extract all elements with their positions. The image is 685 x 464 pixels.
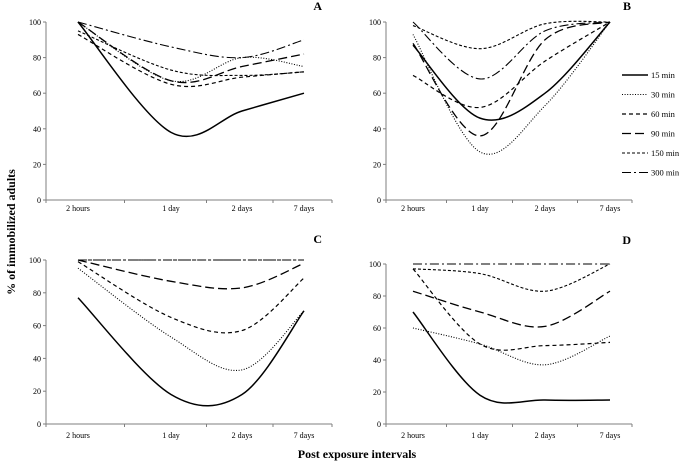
y-tick-label: 20	[33, 160, 41, 169]
y-tick-label: 100	[29, 256, 41, 265]
y-tick-label: 80	[373, 54, 381, 63]
panel-d: 0 20 40 60 80 100 2 hours 1 day 2 days 7 days D	[369, 233, 633, 440]
series-line-30-min	[412, 21, 611, 155]
series-line-30-min	[77, 21, 305, 83]
y-tick-label: 20	[373, 388, 381, 397]
x-tick-label: 1 day	[162, 431, 180, 440]
y-tick-label: 60	[373, 89, 381, 98]
legend-label: 30 min	[651, 90, 676, 100]
x-tick-label: 7 days	[600, 204, 621, 213]
y-tick-label: 40	[373, 125, 381, 134]
x-tick-label: 7 days	[294, 204, 315, 213]
series-line-150-min	[412, 263, 611, 292]
x-tick-label: 1 day	[471, 431, 489, 440]
series-line-300-min	[77, 21, 305, 59]
legend-label: 60 min	[651, 109, 676, 119]
x-tick-label: 2 hours	[66, 431, 90, 440]
y-tick-label: 60	[33, 322, 41, 331]
x-tick-label: 1 day	[471, 204, 489, 213]
y-tick-label: 40	[373, 356, 381, 365]
series-line-15-min	[77, 297, 305, 407]
y-tick-label: 0	[37, 196, 41, 205]
y-tick-label: 100	[29, 18, 41, 27]
x-tick-label: 2 hours	[401, 204, 425, 213]
legend-label: 300 min	[651, 168, 680, 178]
panel-label: D	[622, 233, 631, 247]
y-tick-label: 40	[33, 125, 41, 134]
series-line-60-min	[412, 268, 611, 351]
series-line-60-min	[77, 261, 305, 334]
series-line-300-min	[412, 21, 611, 80]
y-axis-title: % of immobilized adults	[4, 169, 18, 295]
series-line-90-min	[412, 290, 611, 328]
y-tick-label: 80	[33, 54, 41, 63]
series-line-15-min	[77, 21, 305, 138]
x-tick-label: 2 hours	[66, 204, 90, 213]
y-tick-label: 80	[33, 289, 41, 298]
y-tick-label: 0	[377, 420, 381, 429]
legend-label: 150 min	[651, 148, 680, 158]
series-line-90-min	[412, 21, 611, 137]
x-tick-label: 2 hours	[401, 431, 425, 440]
x-tick-label: 7 days	[600, 431, 621, 440]
panel-label: B	[623, 0, 631, 13]
series-line-150-min	[412, 20, 611, 50]
series-line-60-min	[412, 21, 611, 109]
x-tick-label: 2 days	[232, 431, 253, 440]
y-tick-label: 60	[373, 324, 381, 333]
y-tick-label: 20	[373, 160, 381, 169]
panel-b: 0 20 40 60 80 100 2 hours 1 day 2 days 7 days B	[369, 0, 633, 213]
chart-panels: 0 20 40 60 80 100 2 hours 1 day 2 days 7 days A 0 20…	[29, 0, 633, 440]
series-line-90-min	[77, 259, 305, 290]
series-line-150-min	[77, 30, 305, 77]
series-line-30-min	[77, 267, 305, 372]
panel-label: A	[313, 0, 322, 13]
x-tick-label: 2 days	[535, 431, 556, 440]
y-tick-label: 100	[369, 260, 381, 269]
y-tick-label: 0	[37, 420, 41, 429]
legend-label: 15 min	[651, 70, 676, 80]
y-tick-label: 0	[377, 196, 381, 205]
series-line-15-min	[412, 21, 611, 121]
x-axis-title: Post exposure intervals	[298, 447, 417, 461]
y-tick-label: 40	[33, 354, 41, 363]
panel-label: C	[313, 232, 322, 246]
y-tick-label: 60	[33, 89, 41, 98]
y-tick-label: 80	[373, 292, 381, 301]
x-tick-label: 2 days	[535, 204, 556, 213]
legend-label: 90 min	[651, 129, 676, 139]
x-tick-label: 7 days	[294, 431, 315, 440]
x-tick-label: 2 days	[232, 204, 253, 213]
y-tick-label: 20	[33, 387, 41, 396]
panel-a: 0 20 40 60 80 100 2 hours 1 day 2 days 7 days A	[29, 0, 333, 213]
panel-c: 0 20 40 60 80 100 2 hours 1 day 2 days 7 days C	[29, 232, 333, 440]
series-line-30-min	[412, 327, 611, 366]
legend: 15 min 30 min 60 min 90 min 150 min 300 min	[622, 70, 680, 178]
y-tick-label: 100	[369, 18, 381, 27]
series-line-15-min	[412, 311, 611, 404]
x-tick-label: 1 day	[162, 204, 180, 213]
